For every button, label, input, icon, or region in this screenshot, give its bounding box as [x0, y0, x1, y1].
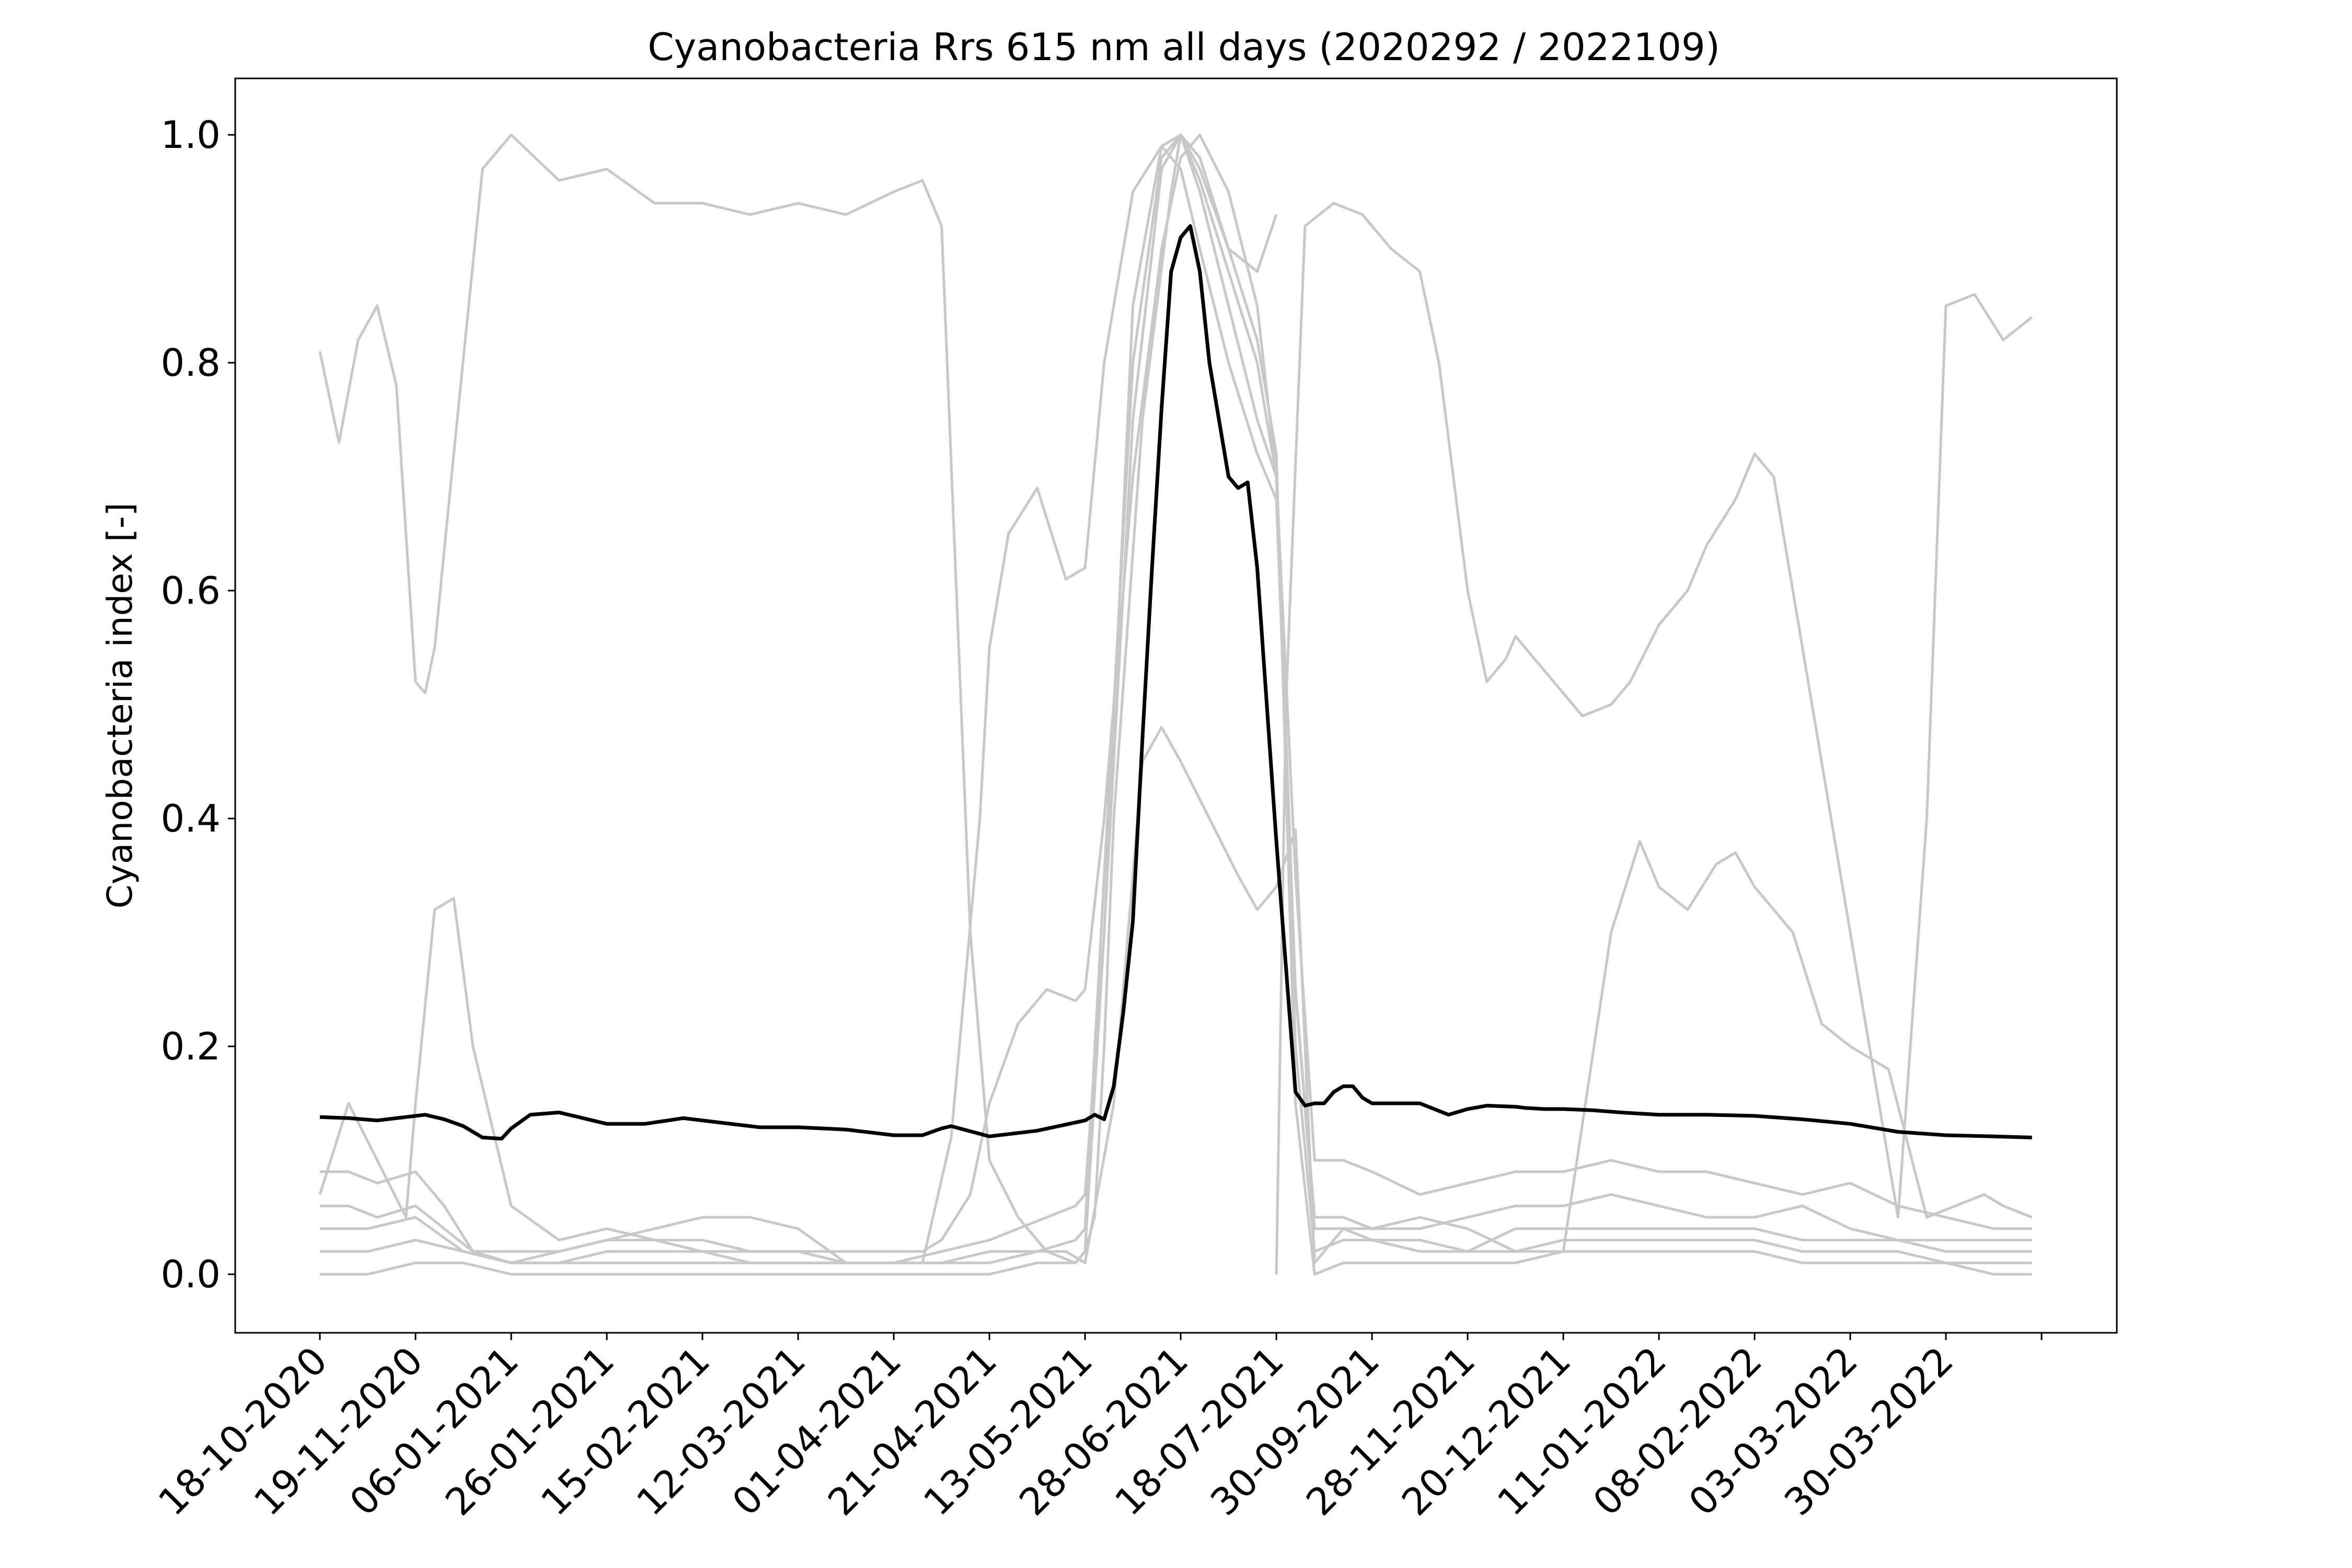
y-tick-label: 0.4 — [160, 797, 221, 840]
y-tick-label: 0.0 — [160, 1252, 221, 1296]
background-series-line-2 — [318, 726, 2033, 1264]
series-layer — [318, 133, 2033, 1276]
y-axis-label: Cyanobacteria index [-] — [100, 503, 140, 909]
y-tick-label: 0.8 — [160, 341, 221, 385]
background-series-line-0 — [318, 133, 1278, 1264]
chart-title: Cyanobacteria Rrs 615 nm all days (20202… — [648, 25, 1720, 69]
y-tick-label: 0.2 — [160, 1024, 221, 1068]
plot-frame — [234, 77, 2118, 1334]
y-axis: 0.0 0.2 0.4 0.6 0.8 1.0 — [160, 113, 235, 1296]
y-tick-label: 1.0 — [160, 113, 221, 157]
background-series-line-6 — [320, 133, 2032, 1264]
mean-series-line — [319, 224, 2032, 1141]
background-series-line-4 — [320, 145, 2032, 1264]
background-series-line-1 — [1275, 202, 2033, 1275]
background-series-line-7 — [320, 133, 2032, 1276]
y-tick-label: 0.6 — [160, 569, 221, 613]
